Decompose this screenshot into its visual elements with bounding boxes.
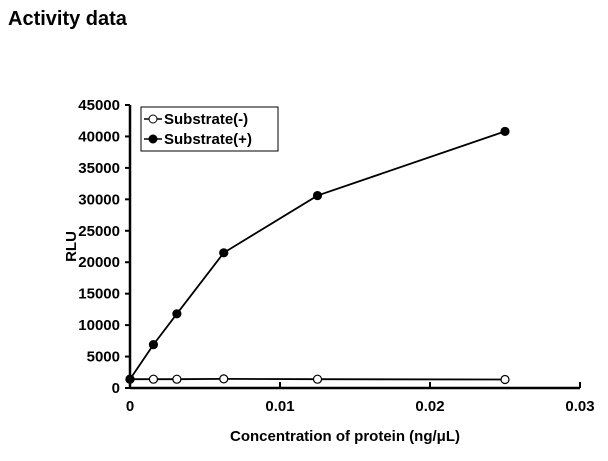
legend-box xyxy=(140,106,279,152)
x-tick-label: 0.02 xyxy=(415,398,444,415)
x-tick-label: 0 xyxy=(126,398,134,415)
y-tick-label: 35000 xyxy=(78,160,120,177)
legend-label: Substrate(-) xyxy=(164,111,248,128)
data-point xyxy=(125,374,135,384)
y-axis-label: RLU xyxy=(63,231,80,262)
y-tick-label: 40000 xyxy=(78,128,120,145)
data-point xyxy=(312,190,323,201)
y-tick-label: 45000 xyxy=(78,97,120,114)
data-point xyxy=(172,374,182,384)
legend-marker xyxy=(148,114,158,124)
y-tick-label: 10000 xyxy=(78,317,120,334)
data-point xyxy=(500,374,510,385)
y-tick-label: 0 xyxy=(112,380,120,397)
y-tick-label: 30000 xyxy=(78,191,120,208)
y-tick-label: 5000 xyxy=(87,349,120,366)
x-tick-label: 0.03 xyxy=(565,398,594,415)
data-point xyxy=(148,340,159,350)
legend-marker xyxy=(148,134,158,144)
series-line-substrate-plus xyxy=(129,130,506,380)
y-tick-label: 15000 xyxy=(78,286,120,303)
x-tick-label: 0.01 xyxy=(265,398,294,415)
y-tick-label: 20000 xyxy=(78,254,120,271)
data-point xyxy=(219,374,229,384)
y-tick-label: 25000 xyxy=(78,223,120,240)
data-point xyxy=(312,374,323,384)
data-point xyxy=(219,248,229,258)
data-point xyxy=(148,374,159,384)
data-point xyxy=(172,309,182,319)
legend-label: Substrate(+) xyxy=(164,131,252,148)
page-title: Activity data xyxy=(8,8,127,30)
data-point xyxy=(500,126,510,137)
x-axis-label: Concentration of protein (ng/μL) xyxy=(230,428,460,445)
